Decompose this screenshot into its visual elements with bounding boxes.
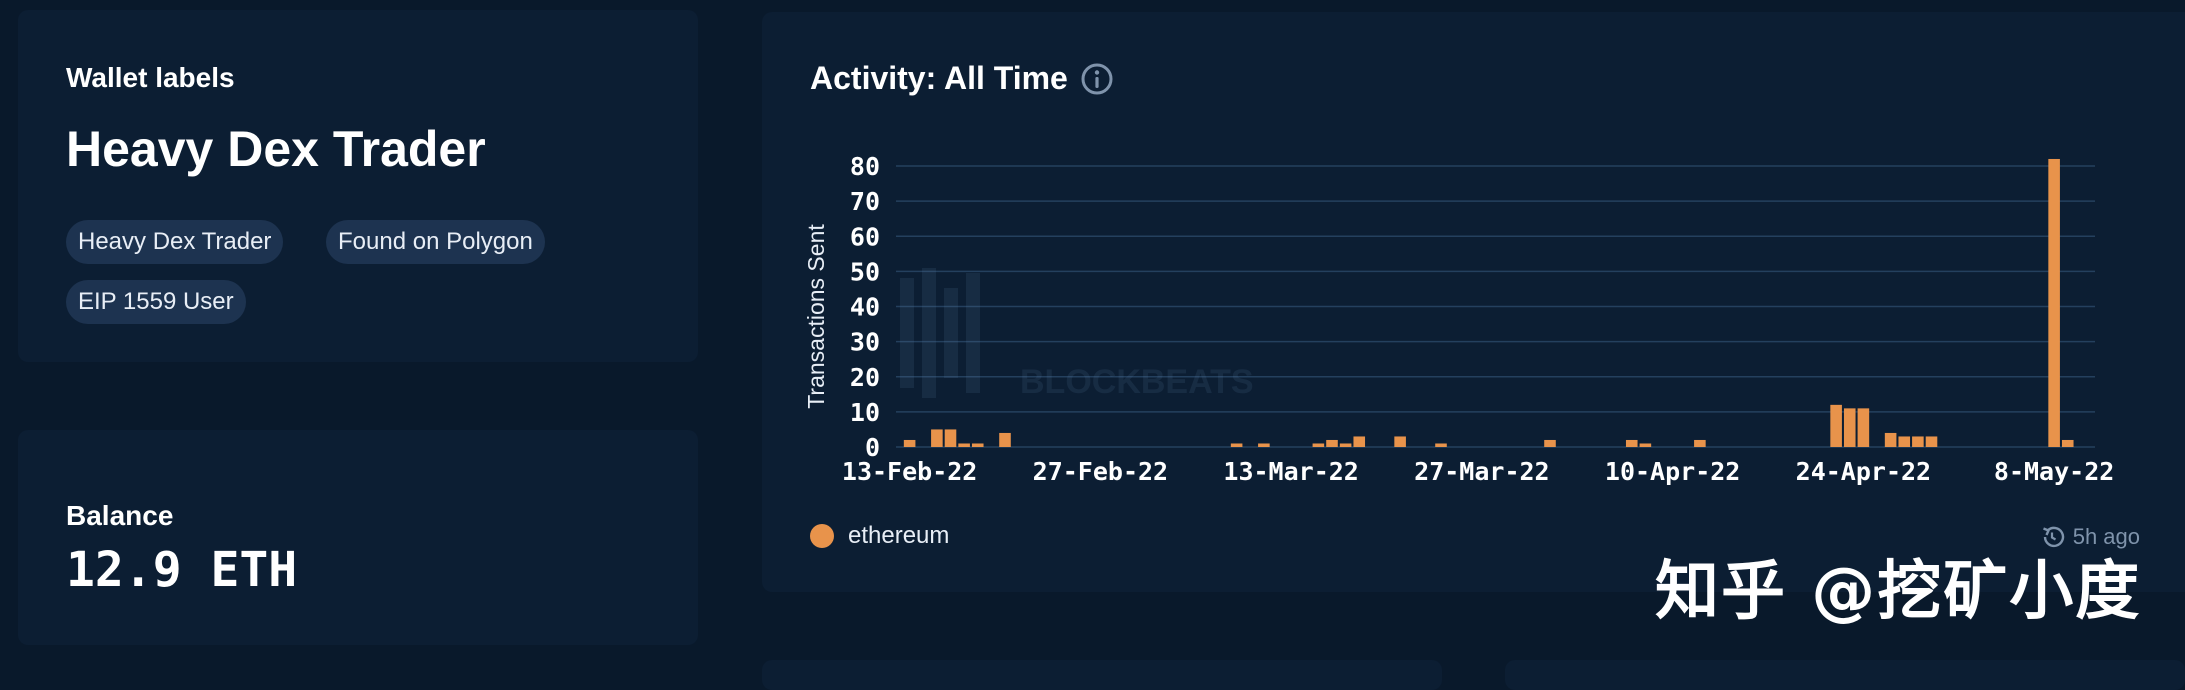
chart-legend[interactable]: ethereum [810, 522, 949, 550]
chart-bar [2061, 439, 2074, 447]
label-tag: EIP 1559 User [66, 280, 246, 324]
y-tick-label: 70 [850, 187, 880, 216]
activity-title: Activity: All Time [810, 60, 1114, 97]
label-tag: Heavy Dex Trader [66, 220, 284, 264]
chart-bar [1435, 443, 1447, 447]
chart-bar [1230, 443, 1243, 447]
blockbeats-logo: BLOCKBEATS [900, 268, 1290, 413]
y-tick-label: 20 [850, 363, 880, 392]
wallet-label-heading: Heavy Dex Trader [66, 121, 486, 177]
y-tick-label: 40 [850, 293, 880, 322]
chart-bar [1639, 443, 1652, 447]
label-tag: Found on Polygon [326, 220, 545, 264]
activity-title-text: Activity: All Time [810, 60, 1068, 96]
chart-bar [971, 443, 984, 447]
last-updated-text: 5h ago [2072, 524, 2140, 549]
x-tick-label: 24-Apr-22 [1796, 457, 1931, 486]
activity-card: 0 10 20 30 40 50 60 70 80 Transactions Sent 13-Feb… [762, 12, 2185, 592]
chart-bar [1394, 436, 1406, 447]
x-tick-label: 27-Feb-22 [1033, 457, 1168, 486]
legend-label: ethereum [848, 522, 950, 549]
balance-title: Balance [66, 500, 174, 531]
y-tick-label: 60 [850, 222, 880, 251]
chart-bar [1830, 404, 1842, 447]
last-updated: 5h ago [2039, 524, 2140, 550]
chart-bar [958, 443, 970, 447]
x-tick-label: 8-May-22 [1994, 457, 2114, 486]
y-axis-label: Transactions Sent [803, 224, 829, 409]
chart-bar [903, 439, 916, 447]
chart-bar [944, 429, 957, 447]
balance-value: 12.9 ETH [66, 542, 298, 598]
chart-bar [1258, 443, 1270, 447]
svg-text:BLOCKBEATS: BLOCKBEATS [1020, 363, 1254, 401]
chart-bar [1339, 443, 1352, 447]
lower-card-left [762, 660, 1442, 690]
chart-bar [1898, 436, 1911, 447]
chart-bar [1312, 443, 1325, 447]
wallet-labels-card: Wallet labels Heavy Dex Trader Heavy Dex… [18, 10, 698, 362]
y-tick-label: 10 [850, 398, 880, 427]
chart-bar [931, 429, 943, 447]
chart-bar [1884, 432, 1897, 447]
chart-bar [1694, 439, 1706, 447]
x-tick-label: 13-Mar-22 [1223, 457, 1358, 486]
x-tick-label: 10-Apr-22 [1605, 457, 1740, 486]
lower-card-right [1505, 660, 2185, 690]
watermark-text: 知乎 @挖矿小度 [1655, 555, 2142, 629]
chart-bar [1625, 439, 1638, 447]
y-tick-label: 30 [850, 328, 880, 357]
x-tick-label: 27-Mar-22 [1414, 457, 1549, 486]
chart-bar [1353, 436, 1366, 447]
chart-bar [1857, 408, 1870, 447]
chart-bar [1326, 439, 1338, 447]
chart-bar [1544, 439, 1556, 447]
activity-chart: 0 10 20 30 40 50 60 70 80 Transactions Sent 13-Feb… [803, 152, 2114, 486]
chart-bar [999, 432, 1011, 447]
y-tick-label: 50 [850, 257, 880, 286]
chart-bar [2048, 158, 2060, 447]
balance-card: Balance 12.9 ETH [18, 430, 698, 645]
chart-bar [1843, 408, 1856, 447]
chart-bar [1912, 436, 1924, 447]
chart-bar [1925, 436, 1938, 447]
x-tick-label: 13-Feb-22 [842, 457, 977, 486]
y-tick-label: 0 [865, 433, 880, 462]
info-circle-icon[interactable] [1080, 62, 1114, 96]
legend-swatch [810, 524, 834, 548]
y-tick-label: 80 [850, 152, 880, 181]
history-icon [2042, 526, 2064, 548]
wallet-labels-title: Wallet labels [66, 62, 235, 93]
